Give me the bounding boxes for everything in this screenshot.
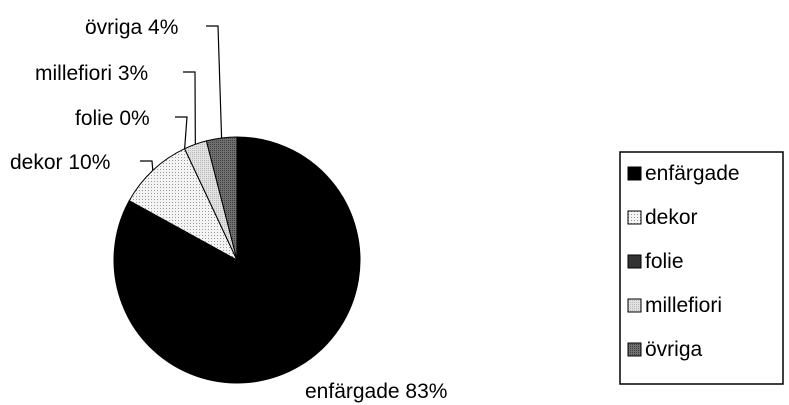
- legend-label-ovriga: övriga: [645, 338, 703, 361]
- leader-lines: [140, 25, 223, 171]
- data-label-folie: folie 0%: [75, 107, 150, 130]
- legend-label-folie: folie: [645, 250, 684, 273]
- legend-items: enfärgade dekor folie millefiori övriga: [627, 162, 740, 361]
- leader-line-dekor: [140, 160, 154, 171]
- leader-line-ovriga: [206, 25, 223, 138]
- data-label-enfargade: enfärgade 83%: [305, 380, 447, 403]
- legend-swatch-enfargade: [627, 166, 642, 181]
- leader-line-millefiori: [183, 71, 196, 145]
- legend-swatch-ovriga: [627, 342, 642, 357]
- legend: enfärgade dekor folie millefiori övriga: [619, 151, 784, 385]
- legend-label-dekor: dekor: [645, 206, 698, 229]
- pie-slices: [113, 136, 361, 384]
- data-label-ovriga: övriga 4%: [85, 16, 178, 39]
- legend-box: [619, 151, 784, 385]
- data-label-dekor: dekor 10%: [10, 151, 110, 174]
- legend-swatch-folie: [627, 254, 642, 269]
- legend-swatch-millefiori: [627, 298, 642, 313]
- data-label-millefiori: millefiori 3%: [35, 62, 148, 85]
- legend-label-enfargade: enfärgade: [645, 162, 740, 185]
- legend-label-millefiori: millefiori: [645, 294, 722, 317]
- leader-line-folie: [175, 116, 188, 149]
- pie-slice-dekor: [128, 148, 239, 262]
- legend-swatch-dekor: [627, 210, 642, 225]
